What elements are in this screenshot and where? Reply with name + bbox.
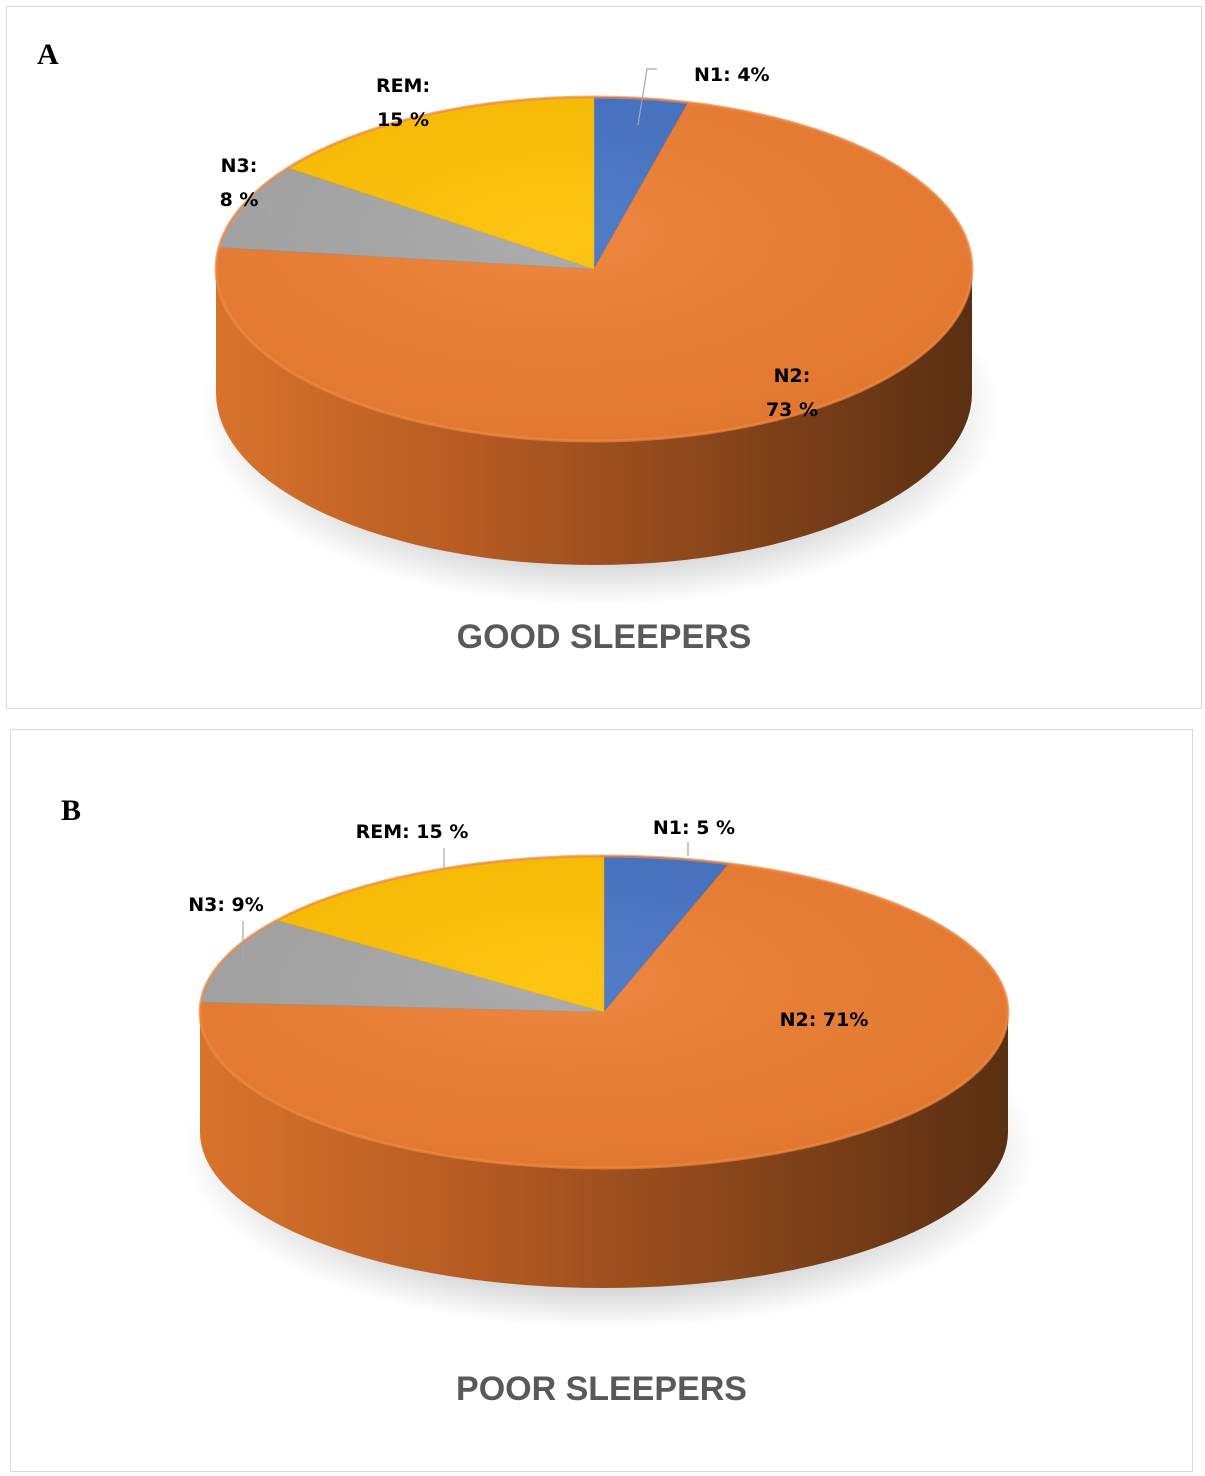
pie-rim	[214, 95, 974, 443]
pie-side-wall	[200, 1012, 1008, 1288]
data-label-rem: REM:	[376, 75, 430, 97]
chart-title: POOR SLEEPERS	[456, 1370, 747, 1408]
panel-letter: B	[61, 794, 82, 827]
pie-chart-good-sleepers: N1: 4% N2: 73 % N3: 8 % REM: 15 %	[200, 64, 1000, 605]
data-label-n1: N1: 5 %	[653, 817, 735, 839]
data-label-n3: N3: 9%	[188, 894, 264, 916]
leader-line-n1	[637, 68, 657, 126]
data-label-rem: REM: 15 %	[356, 821, 469, 843]
data-label-n3: 8 %	[220, 189, 259, 211]
panel-letter: A	[37, 38, 59, 71]
leader-line-n3	[259, 206, 272, 215]
pie-side-wall	[216, 269, 972, 565]
data-label-n2: N2:	[774, 365, 811, 387]
pie-chart-poor-sleepers: N1: 5 % N2: 71% N3: 9% REM: 15 %	[184, 817, 1036, 1328]
chart-panel-a: A N1: 4% N2: 73 % N3: 8 % REM: 15 % GOOD SLEEP…	[6, 6, 1202, 709]
data-label-n1: N1: 4%	[694, 64, 770, 86]
chart-panel-b: B N1: 5 % N2: 71% N3: 9% REM: 15 % POOR SLE…	[10, 729, 1193, 1472]
data-label-n2: 73 %	[766, 399, 818, 421]
chart-title: GOOD SLEEPERS	[456, 618, 752, 656]
data-label-rem: 15 %	[377, 109, 429, 131]
pie-rim	[198, 854, 1010, 1170]
data-label-n3: N3:	[221, 155, 258, 177]
data-label-n2: N2: 71%	[780, 1009, 869, 1031]
